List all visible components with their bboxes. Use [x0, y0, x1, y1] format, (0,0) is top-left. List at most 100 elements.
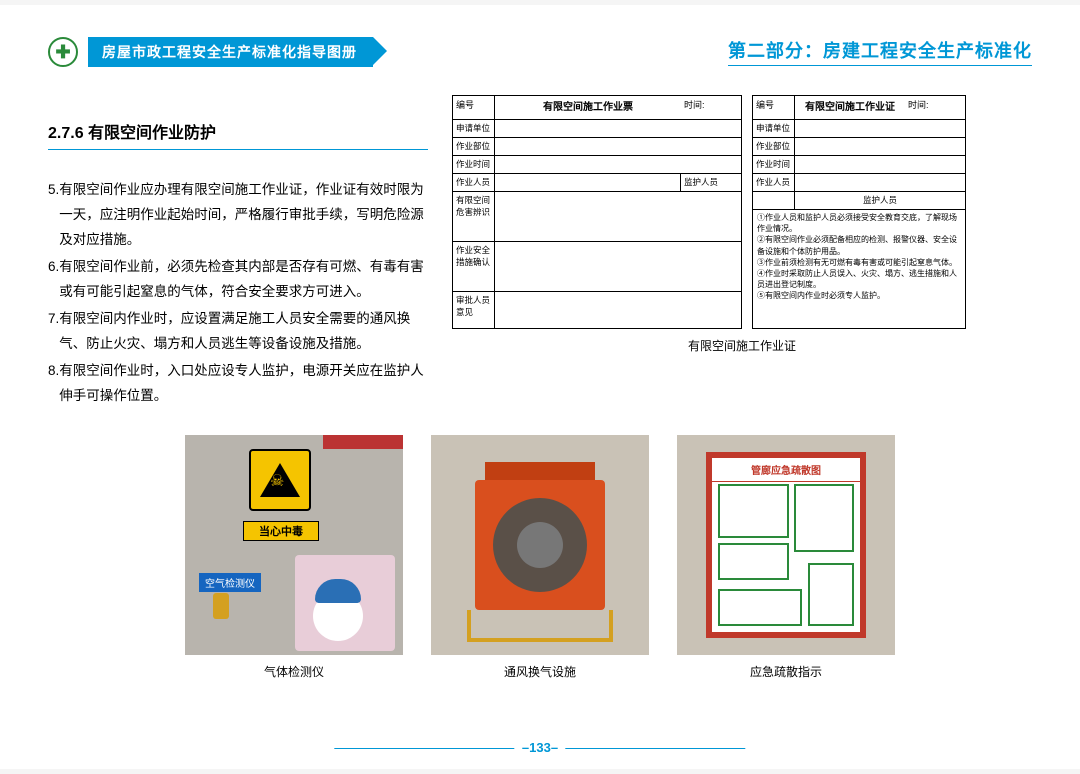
- rule-text: 有限空间作业前，必须先检查其内部是否存有可燃、有毒有害或有可能引起窒息的气体，符…: [59, 255, 428, 305]
- form-row: 作业人员 监护人员: [453, 174, 741, 192]
- form-notes-row: ①作业人员和监护人员必须接受安全教育交底，了解现场作业情况。 ②有限空间作业必须…: [753, 210, 965, 328]
- form-row: 作业时间: [453, 156, 741, 174]
- form-value: [795, 138, 965, 155]
- rule-text: 有限空间作业时，入口处应设专人监护，电源开关应在监护人伸手可操作位置。: [59, 359, 428, 409]
- form-value: [495, 192, 741, 241]
- photo-caption: 应急疏散指示: [750, 663, 822, 680]
- detector-device-icon: [213, 593, 229, 619]
- map-zone-icon: [794, 484, 854, 552]
- form-label: 作业安全措施确认: [453, 242, 495, 291]
- rule-number: 7.: [48, 307, 59, 357]
- photo-evacuation-map: 管廊应急疏散图: [677, 435, 895, 655]
- photo-caption: 气体检测仪: [264, 663, 324, 680]
- map-body: [718, 484, 854, 626]
- fan-top-icon: [485, 462, 595, 480]
- form-title: 有限空间施工作业证: [795, 96, 905, 119]
- form-row: 作业时间: [753, 156, 965, 174]
- form-row: 申请单位: [753, 120, 965, 138]
- form-row: 审批人员意见: [453, 292, 741, 328]
- section-heading: 2.7.6 有限空间作业防护: [48, 119, 428, 150]
- map-zone-icon: [808, 563, 854, 625]
- rule-list: 5. 有限空间作业应办理有限空间施工作业证，作业证有效时限为一天，应注明作业起始…: [48, 178, 428, 409]
- rule-text: 有限空间作业应办理有限空间施工作业证，作业证有效时限为一天，应注明作业起始时间，…: [59, 178, 428, 253]
- form-num-label: 编号: [453, 96, 495, 119]
- rule-text: 有限空间内作业时，应设置满足施工人员安全需要的通风换气、防止火灾、塌方和人员逃生…: [59, 307, 428, 357]
- photos-row: 当心中毒 空气检测仪 气体检测仪 通风换气设施: [48, 435, 1032, 680]
- form-time-label: 时间:: [905, 96, 965, 119]
- form-value: [495, 174, 681, 191]
- content-area: 2.7.6 有限空间作业防护 5. 有限空间作业应办理有限空间施工作业证，作业证…: [48, 91, 1032, 411]
- form-label: 申请单位: [753, 120, 795, 137]
- photo-caption: 通风换气设施: [504, 663, 576, 680]
- permit-forms: 编号 有限空间施工作业票 时间: 申请单位 作业部位 作业时间 作业人员监护人员…: [452, 95, 1032, 329]
- form-value: [795, 156, 965, 173]
- form-time-label: 时间:: [681, 96, 741, 119]
- form-label: 监护人员: [681, 174, 741, 191]
- form-row: 作业部位: [753, 138, 965, 156]
- forms-caption: 有限空间施工作业证: [452, 337, 1032, 354]
- permit-form-ticket: 编号 有限空间施工作业票 时间: 申请单位 作业部位 作业时间 作业人员 监护人员…: [452, 95, 742, 329]
- form-label: 作业部位: [753, 138, 795, 155]
- map-zone-icon: [718, 589, 802, 626]
- figure-column: 编号 有限空间施工作业票 时间: 申请单位 作业部位 作业时间 作业人员监护人员…: [452, 91, 1032, 411]
- fan-housing-icon: [475, 480, 605, 610]
- section-name: 有限空间作业防护: [88, 125, 216, 142]
- section-number: 2.7.6: [48, 125, 84, 142]
- rule-number: 8.: [48, 359, 59, 409]
- form-label: 作业人员: [753, 174, 795, 191]
- form-label: 作业时间: [453, 156, 495, 173]
- ceiling-sign: [323, 435, 403, 449]
- form-value: [495, 138, 741, 155]
- form-title: 有限空间施工作业票: [495, 96, 681, 119]
- manual-title: 房屋市政工程安全生产标准化指导图册: [88, 37, 373, 67]
- document-page: ✚ 房屋市政工程安全生产标准化指导图册 第二部分：房建工程安全生产标准化 2.7…: [0, 5, 1080, 769]
- permit-form-cert: 编号 有限空间施工作业证 时间: 申请单位 作业部位 作业时间 作业人员 监护人…: [752, 95, 966, 329]
- fan-stand-icon: [467, 610, 613, 642]
- form-header-row: 编号 有限空间施工作业证 时间:: [753, 96, 965, 120]
- rule-item: 8. 有限空间作业时，入口处应设专人监护，电源开关应在监护人伸手可操作位置。: [48, 359, 428, 409]
- form-label: 有限空间危害辨识: [453, 192, 495, 241]
- form-row: 作业人员: [753, 174, 965, 192]
- warning-label: 当心中毒: [243, 521, 319, 541]
- form-num-label: 编号: [753, 96, 795, 119]
- form-label: 监护人员: [795, 192, 965, 209]
- form-label: [753, 192, 795, 209]
- form-row: 监护人员: [753, 192, 965, 210]
- form-value: [495, 120, 741, 137]
- form-label: 作业人员: [453, 174, 495, 191]
- form-row: 作业部位: [453, 138, 741, 156]
- rule-item: 6. 有限空间作业前，必须先检查其内部是否存有可燃、有毒有害或有可能引起窒息的气…: [48, 255, 428, 305]
- rule-item: 5. 有限空间作业应办理有限空间施工作业证，作业证有效时限为一天，应注明作业起始…: [48, 178, 428, 253]
- page-header: ✚ 房屋市政工程安全生产标准化指导图册 第二部分：房建工程安全生产标准化: [48, 37, 1032, 67]
- photo-item-ventilation: 通风换气设施: [431, 435, 649, 680]
- fan-blade-icon: [517, 522, 563, 568]
- page-number: –133–: [330, 740, 749, 755]
- photo-ventilation: [431, 435, 649, 655]
- header-left: ✚ 房屋市政工程安全生产标准化指导图册: [48, 37, 373, 67]
- text-column: 2.7.6 有限空间作业防护 5. 有限空间作业应办理有限空间施工作业证，作业证…: [48, 91, 428, 411]
- detector-label: 空气检测仪: [199, 573, 261, 592]
- form-label: 申请单位: [453, 120, 495, 137]
- form-value: [495, 156, 741, 173]
- part-title: 第二部分：房建工程安全生产标准化: [728, 37, 1032, 66]
- photo-gas-detector: 当心中毒 空气检测仪: [185, 435, 403, 655]
- cartoon-poster: [295, 555, 395, 651]
- map-zone-icon: [718, 543, 789, 580]
- form-value: [795, 174, 965, 191]
- photo-item-detector: 当心中毒 空气检测仪 气体检测仪: [185, 435, 403, 680]
- warning-sign-icon: [249, 449, 311, 511]
- cartoon-helmet-icon: [315, 579, 361, 603]
- form-value: [795, 120, 965, 137]
- form-row: 有限空间危害辨识: [453, 192, 741, 242]
- form-label: 审批人员意见: [453, 292, 495, 328]
- form-header-row: 编号 有限空间施工作业票 时间:: [453, 96, 741, 120]
- form-label: 作业时间: [753, 156, 795, 173]
- safety-logo-icon: ✚: [48, 37, 78, 67]
- map-zone-icon: [718, 484, 789, 538]
- photo-item-evacuation: 管廊应急疏散图 应急疏散指示: [677, 435, 895, 680]
- form-label: 作业部位: [453, 138, 495, 155]
- evacuation-map-board: 管廊应急疏散图: [706, 452, 866, 638]
- map-title: 管廊应急疏散图: [712, 458, 860, 482]
- form-row: 作业安全措施确认: [453, 242, 741, 292]
- rule-number: 6.: [48, 255, 59, 305]
